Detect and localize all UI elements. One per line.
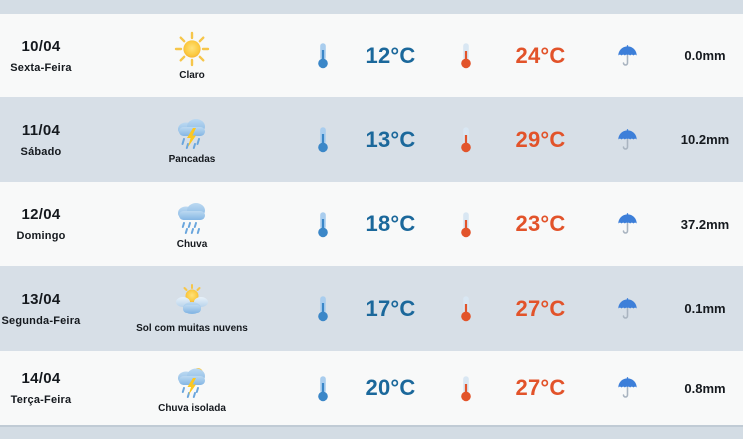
forecast-row-12-04[interactable]: 12/04 Domingo Chuva	[0, 182, 743, 266]
forecast-row-13-04[interactable]: 13/04 Segunda-Feira Sol com muitas nuven…	[0, 266, 743, 351]
bottom-edge-bar	[0, 425, 743, 439]
row-condition: Claro	[179, 70, 205, 81]
max-temperature: 23°C	[515, 211, 566, 236]
precipitation-value: 0.1mm	[684, 301, 726, 316]
row-condition: Chuva isolada	[158, 402, 226, 414]
row-date: 13/04	[21, 290, 61, 308]
isolated-storm-icon	[178, 367, 205, 398]
max-temperature: 29°C	[515, 126, 566, 152]
forecast-row-10-04[interactable]: 10/04 Sexta-Feira Claro 12°C	[0, 14, 743, 97]
umbrella-icon	[617, 128, 637, 150]
row-condition: Chuva	[176, 238, 208, 250]
row-date: 14/04	[21, 370, 61, 387]
min-temperature: 17°C	[365, 295, 416, 321]
min-temperature: 13°C	[365, 126, 416, 152]
min-thermometer-icon	[318, 375, 328, 401]
row-weekday: Sexta-Feira	[10, 61, 72, 74]
sun-icon	[174, 31, 210, 67]
row-date: 11/04	[21, 121, 61, 139]
row-weekday: Domingo	[16, 230, 66, 242]
max-thermometer-icon	[460, 211, 471, 237]
rain-icon	[178, 202, 205, 234]
min-temperature: 18°C	[365, 211, 416, 236]
umbrella-icon	[617, 213, 637, 234]
max-temperature: 24°C	[515, 42, 566, 68]
forecast-row-11-04[interactable]: 11/04 Sábado Pancadas	[0, 97, 743, 182]
max-temperature: 27°C	[515, 375, 566, 400]
row-date: 10/04	[21, 37, 61, 55]
min-thermometer-icon	[318, 43, 328, 69]
max-thermometer-icon	[460, 296, 471, 322]
max-thermometer-icon	[460, 127, 471, 153]
row-weekday: Terça-Feira	[10, 394, 72, 406]
umbrella-icon	[617, 377, 637, 398]
min-thermometer-icon	[318, 211, 328, 237]
row-weekday: Segunda-Feira	[1, 314, 81, 327]
max-thermometer-icon	[460, 375, 471, 401]
row-condition: Sol com muitas nuvens	[136, 323, 248, 334]
min-temperature: 12°C	[365, 42, 416, 68]
row-date: 12/04	[21, 206, 61, 223]
max-thermometer-icon	[460, 43, 471, 69]
row-condition: Pancadas	[168, 154, 216, 165]
precipitation-value: 0.0mm	[684, 48, 726, 63]
storm-icon	[178, 119, 205, 149]
top-edge-bar	[0, 0, 743, 14]
umbrella-icon	[617, 297, 637, 319]
row-weekday: Sábado	[20, 145, 62, 158]
min-temperature: 20°C	[365, 375, 416, 400]
min-thermometer-icon	[318, 127, 328, 153]
min-thermometer-icon	[318, 296, 328, 322]
forecast-row-14-04[interactable]: 14/04 Terça-Feira Chuva isolada	[0, 351, 743, 425]
precipitation-value: 37.2mm	[680, 216, 730, 232]
precipitation-value: 0.8mm	[684, 380, 726, 396]
umbrella-icon	[617, 44, 637, 66]
sun-clouds-icon	[176, 284, 208, 314]
precipitation-value: 10.2mm	[680, 132, 730, 147]
max-temperature: 27°C	[515, 295, 566, 321]
